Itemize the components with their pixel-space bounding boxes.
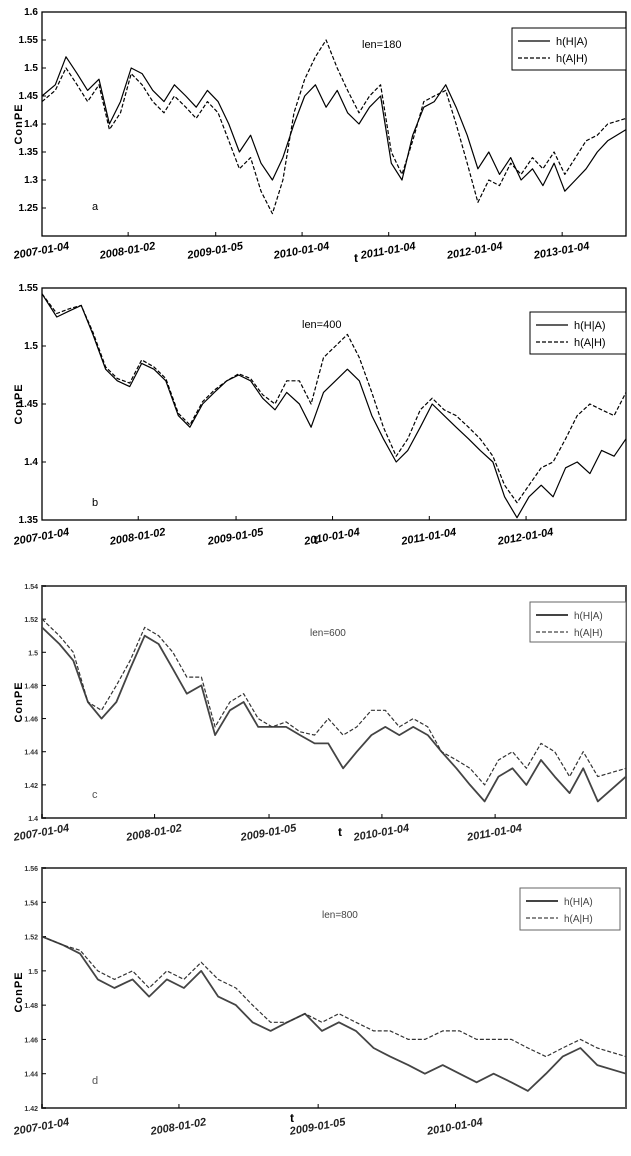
y-tick-label: 1.5 — [28, 650, 38, 657]
series-line-h-a-given-h — [41, 936, 627, 1058]
y-tick-label: 1.48 — [24, 1003, 38, 1010]
series-line-h-a-given-h — [41, 293, 627, 504]
panel-letter: b — [92, 497, 98, 509]
x-tick-label: 2009-01-05 — [185, 240, 244, 262]
y-tick-label: 1.42 — [24, 783, 38, 790]
legend-box — [529, 601, 627, 643]
y-tick-label: 1.6 — [24, 7, 38, 18]
y-tick-label: 1.54 — [24, 900, 38, 907]
y-tick-label: 1.44 — [24, 1072, 38, 1079]
x-tick-label: 2008-01-02 — [124, 822, 182, 844]
x-tick-label: 2010-01-04 — [272, 240, 330, 262]
legend-box — [519, 887, 621, 931]
y-tick-label: 1.46 — [24, 717, 38, 724]
chart-panel-d: 1.42 1.44 1.46 1.48 1.5 1.52 1.54 1.56 2007-01-0… — [12, 866, 627, 1138]
x-axis-label: t — [338, 825, 342, 839]
window-length-annotation: len=800 — [322, 910, 358, 921]
x-tick-label: 2007-01-04 — [12, 822, 70, 844]
y-tick-label: 1.3 — [24, 175, 38, 186]
y-tick-label: 1.35 — [19, 147, 39, 158]
y-tick-label: 1.55 — [19, 283, 39, 294]
window-length-annotation: len=400 — [302, 319, 341, 331]
x-tick-label: 2010-01-04 — [425, 1116, 483, 1138]
chart-panel-c: 1.4 1.42 1.44 1.46 1.48 1.5 1.52 1.54 2007-01-04… — [12, 584, 627, 844]
panel-letter: c — [92, 789, 98, 801]
x-axis-label: t — [290, 1111, 294, 1125]
y-tick-label: 1.55 — [19, 35, 39, 46]
series-line-h-h-given-a — [41, 56, 627, 192]
y-axis-label: ConPE — [13, 103, 25, 144]
legend-label: h(H|A) — [564, 897, 593, 908]
y-tick-label: 1.35 — [19, 515, 39, 526]
series-line-h-a-given-h — [41, 618, 627, 786]
y-tick-label: 1.5 — [24, 341, 38, 352]
y-tick-label: 1.46 — [24, 1037, 38, 1044]
x-axis-label: t — [314, 533, 318, 547]
series-line-h-h-given-a — [41, 626, 627, 803]
x-tick-label: 2013-01-04 — [532, 240, 590, 262]
panel-letter: d — [92, 1075, 98, 1087]
panel-letter: a — [92, 201, 99, 213]
legend-label: h(H|A) — [574, 611, 603, 622]
series-line-h-h-given-a — [41, 935, 627, 1092]
legend-label: h(A|H) — [556, 53, 588, 65]
y-tick-label: 1.25 — [19, 203, 39, 214]
x-tick-label: 2009-01-05 — [288, 1116, 347, 1138]
y-tick-label: 1.45 — [19, 399, 39, 410]
y-tick-label: 1.45 — [19, 91, 39, 102]
y-tick-label: 1.52 — [24, 935, 38, 942]
legend-label: h(H|A) — [574, 320, 606, 332]
legend-label: h(A|H) — [574, 628, 603, 639]
y-tick-label: 1.4 — [24, 457, 38, 468]
y-tick-label: 1.5 — [24, 63, 38, 74]
chart-panel-b: 1.35 1.4 1.45 1.5 1.55 2007-01-04 2008-01-02 20… — [12, 283, 627, 548]
window-length-annotation: len=600 — [310, 628, 346, 639]
y-tick-label: 1.54 — [24, 584, 38, 591]
chart-panel-a: 1.25 1.3 1.35 1.4 1.45 1.5 1.55 1.6 2007-01-04 20… — [12, 7, 627, 265]
x-tick-label: 2010-01-04 — [352, 822, 410, 844]
x-tick-label: 2008-01-02 — [108, 526, 166, 548]
y-tick-label: 1.48 — [24, 683, 38, 690]
legend-box — [529, 311, 627, 355]
legend-label: h(H|A) — [556, 36, 588, 48]
series-line-h-h-given-a — [41, 293, 627, 519]
y-axis-label: ConPE — [13, 681, 25, 722]
x-tick-label: 2008-01-02 — [149, 1116, 207, 1138]
x-tick-label: 2008-01-02 — [98, 240, 156, 262]
y-tick-label: 1.44 — [24, 750, 38, 757]
x-tick-label: 2011-01-04 — [465, 822, 523, 844]
x-axis-label: t — [354, 251, 358, 265]
series-line-h-a-given-h — [41, 39, 627, 215]
x-tick-label: 2009-01-05 — [239, 822, 298, 844]
legend-box — [511, 27, 627, 71]
x-tick-label: 2010-01-04 — [302, 526, 360, 548]
legend-label: h(A|H) — [564, 914, 593, 925]
y-tick-label: 1.42 — [24, 1106, 38, 1113]
y-tick-label: 1.5 — [28, 969, 38, 976]
y-axis-label: ConPE — [13, 971, 25, 1012]
x-tick-label: 2007-01-04 — [12, 526, 70, 548]
x-tick-label: 2009-01-05 — [206, 526, 265, 548]
x-tick-label: 2011-01-04 — [359, 240, 417, 262]
x-tick-label: 2012-01-04 — [496, 526, 554, 548]
y-tick-label: 1.52 — [24, 617, 38, 624]
x-tick-label: 2012-01-04 — [445, 240, 503, 262]
plot-frame — [41, 287, 627, 521]
window-length-annotation: len=180 — [362, 39, 401, 51]
y-axis-label: ConPE — [13, 383, 25, 424]
y-tick-label: 1.4 — [24, 119, 38, 130]
x-tick-label: 2011-01-04 — [399, 526, 457, 548]
y-tick-label: 1.4 — [28, 816, 38, 823]
y-tick-label: 1.56 — [24, 866, 38, 873]
x-tick-label: 2007-01-04 — [12, 1116, 70, 1138]
legend-label: h(A|H) — [574, 337, 606, 349]
x-tick-label: 2007-01-04 — [12, 240, 70, 262]
